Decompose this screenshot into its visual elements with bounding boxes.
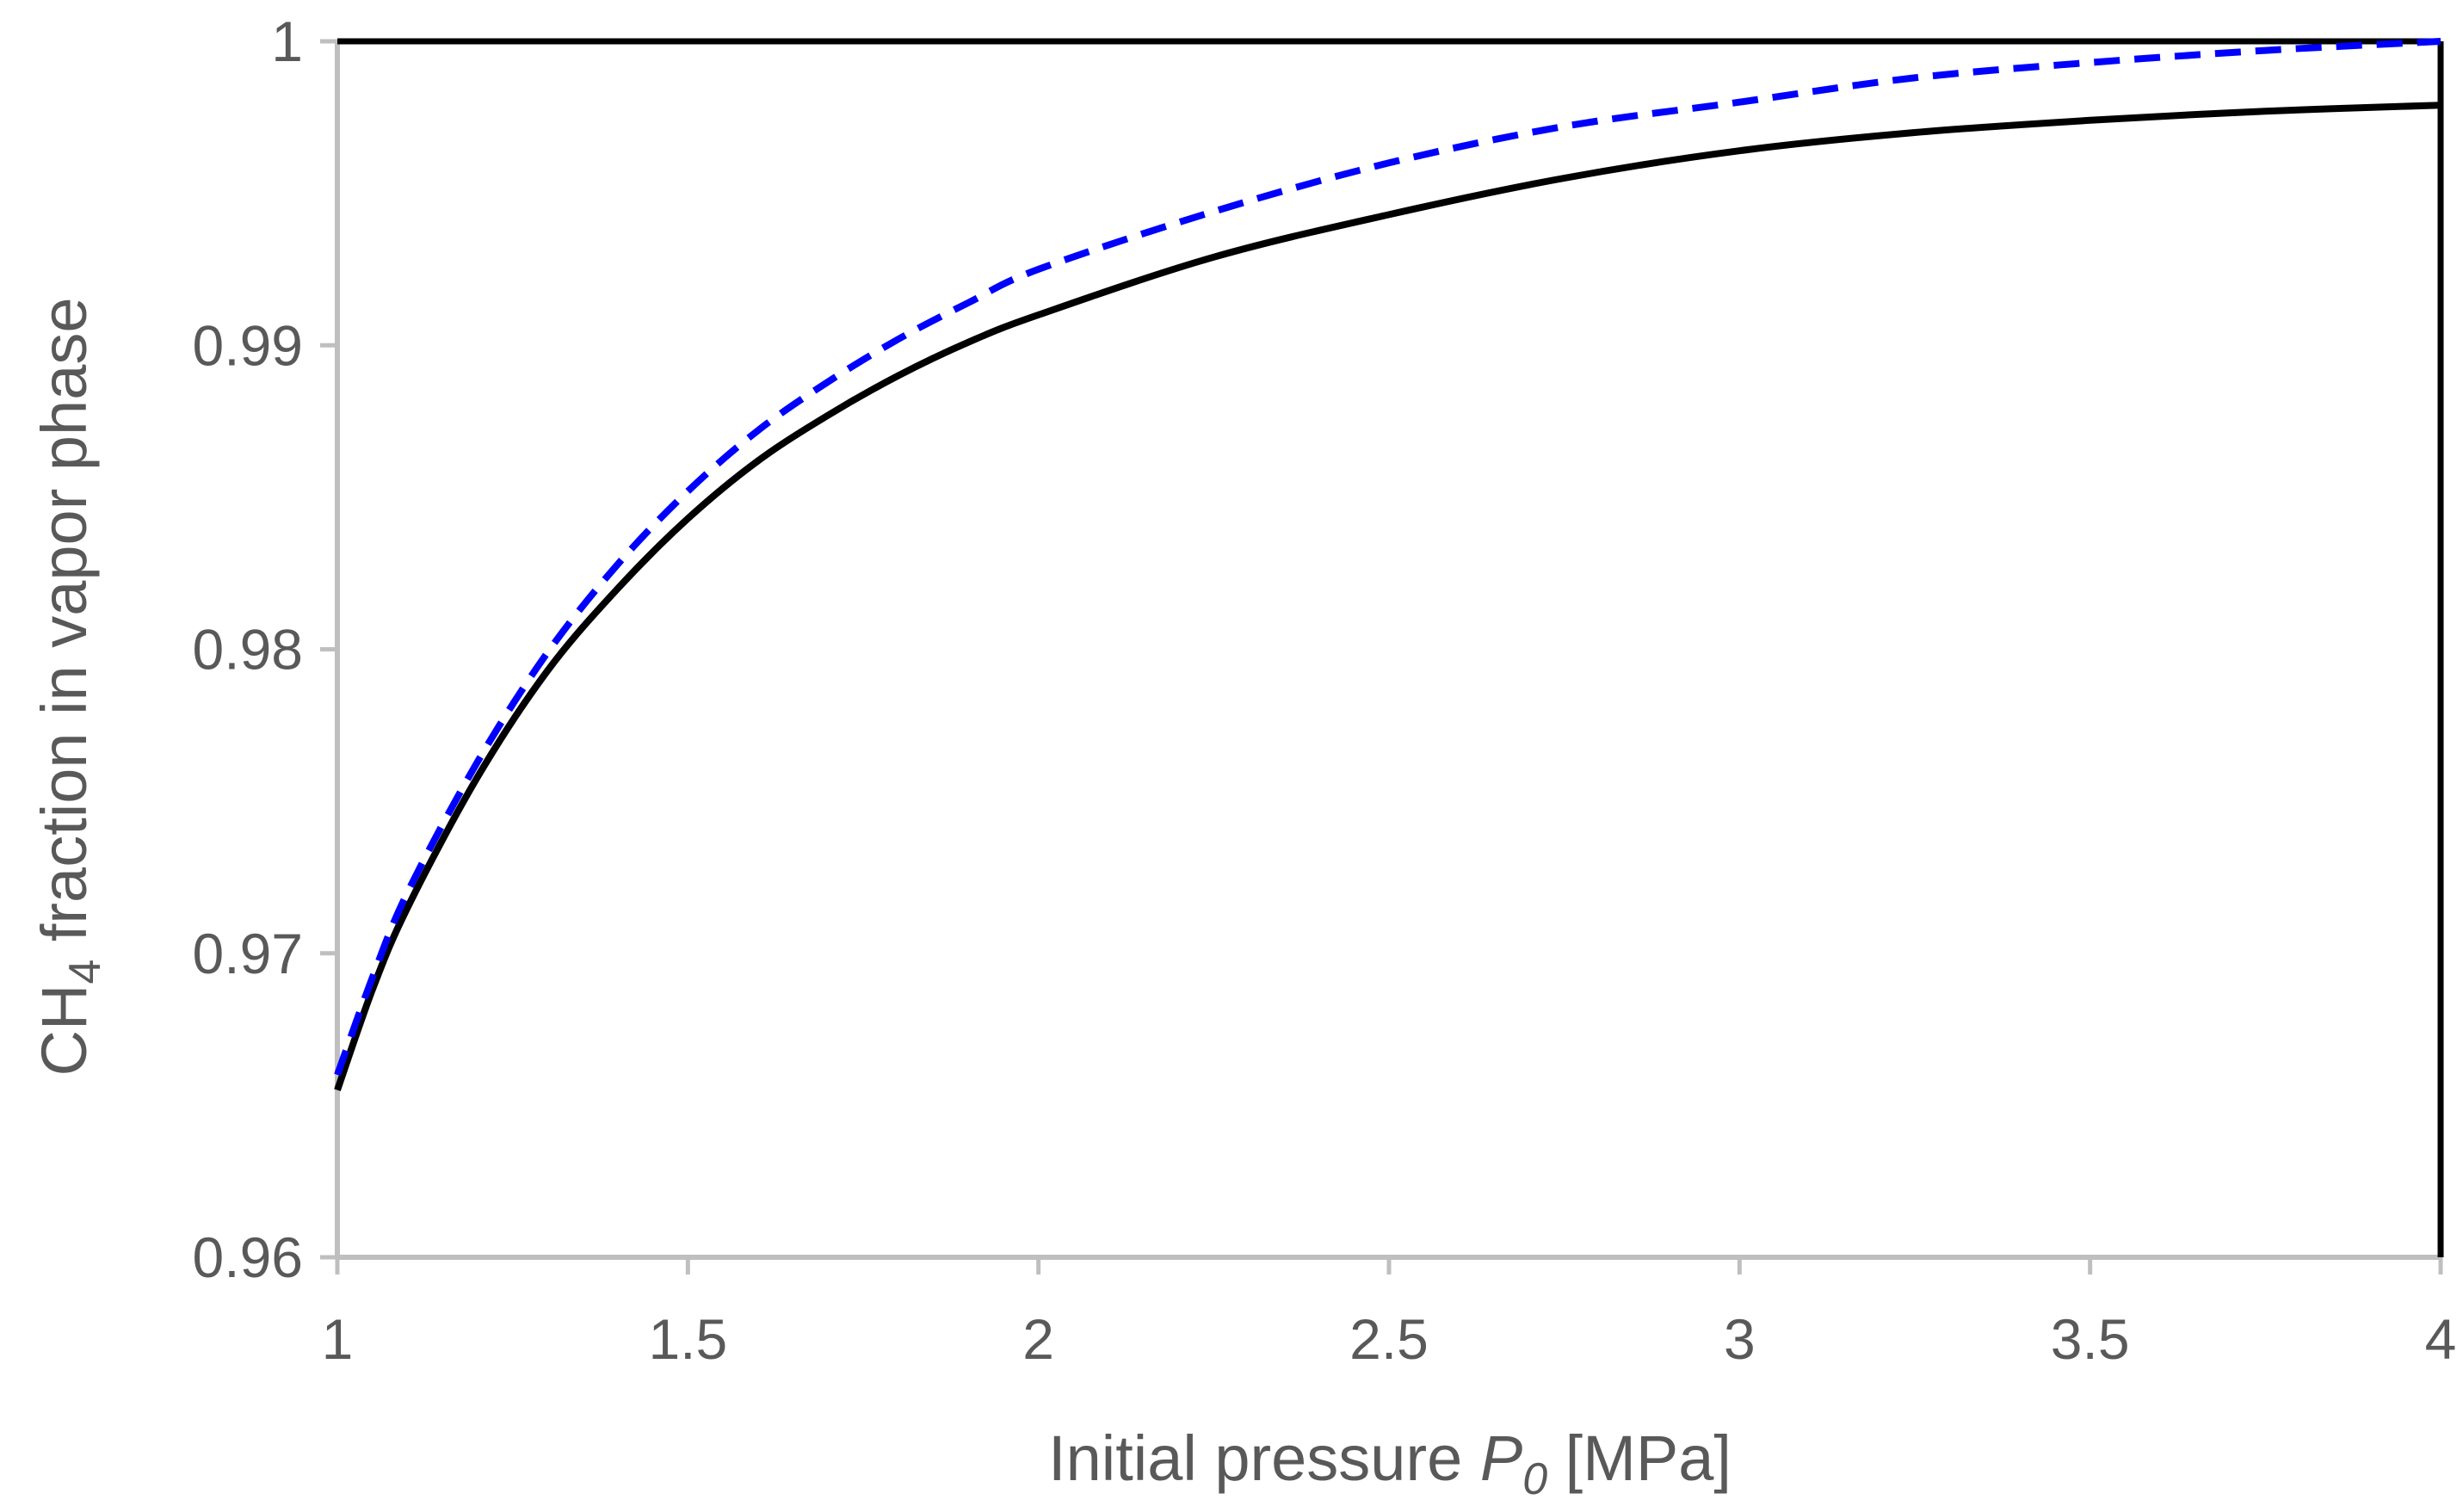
x-tick-label: 3.5: [2051, 1307, 2130, 1371]
y-tick-label: 1: [271, 9, 303, 73]
x-tick-label: 4: [2425, 1307, 2457, 1371]
x-tick-label: 2: [1022, 1307, 1054, 1371]
x-tick-label: 2.5: [1349, 1307, 1429, 1371]
series-line-dashed: [334, 38, 2441, 1077]
x-tick-label: 1: [322, 1307, 354, 1371]
series-layer: [334, 38, 2441, 1092]
tick-labels: 1 1.5 2 2.5 3 3.5 4 0.96 0.97 0.98 0.99 1: [193, 9, 2457, 1371]
y-axis-title: CH4 fraction in vapor phase: [28, 297, 110, 1076]
plot-frame: [320, 38, 2444, 1274]
y-tick-label: 0.97: [193, 922, 303, 985]
y-tick-label: 0.99: [193, 313, 303, 377]
y-tick-label: 0.98: [193, 618, 303, 682]
series-line-solid: [334, 102, 2441, 1092]
x-tick-label: 3: [1724, 1307, 1756, 1371]
x-tick-label: 1.5: [648, 1307, 727, 1371]
y-tick-label: 0.96: [193, 1225, 303, 1289]
x-axis-title: Initial pressure P0 [MPa]: [1048, 1423, 1732, 1504]
